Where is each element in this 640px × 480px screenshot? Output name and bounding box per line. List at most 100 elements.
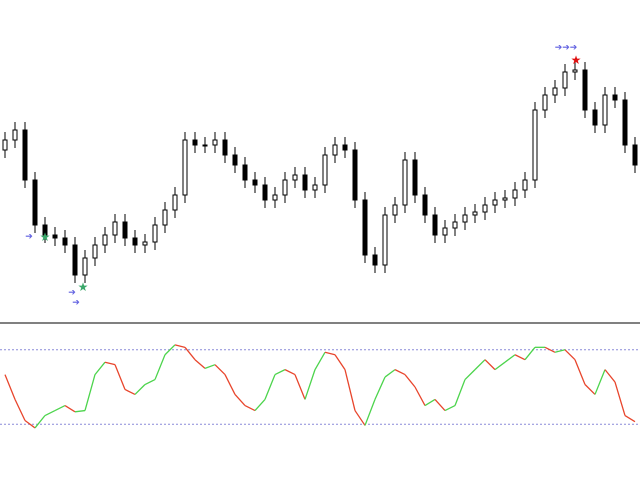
oscillator-segment: [434, 398, 446, 411]
oscillator-segment: [134, 384, 146, 395]
oscillator-segment: [294, 374, 306, 400]
oscillator-segment: [494, 361, 506, 371]
oscillator-segment: [354, 410, 366, 426]
oscillator-segment: [194, 359, 206, 369]
oscillator-segment: [14, 399, 26, 421]
oscillator-segment: [554, 349, 566, 353]
oscillator-segment: [464, 369, 476, 381]
candle-body: [92, 244, 98, 259]
candle-body: [592, 109, 598, 126]
candle-body: [582, 69, 588, 111]
oscillator-segment: [594, 369, 606, 395]
candle-body: [432, 214, 438, 236]
candle-body: [322, 154, 328, 186]
candle-body: [182, 139, 188, 196]
oscillator-segment: [614, 381, 626, 416]
candle-body: [242, 164, 248, 181]
arrow: ➔: [68, 287, 76, 297]
oscillator-segment: [244, 405, 256, 412]
oscillator-segment: [364, 399, 376, 426]
candle-body: [192, 139, 198, 146]
candle-body: [82, 257, 88, 276]
oscillator-segment: [224, 374, 236, 395]
oscillator-segment: [274, 369, 286, 376]
candle-body: [172, 194, 178, 211]
candle-body: [102, 234, 108, 246]
oscillator-segment: [154, 354, 166, 380]
candle-body: [502, 197, 508, 201]
oscillator-segment: [264, 374, 276, 400]
candle-body: [622, 99, 628, 146]
candle-body: [412, 159, 418, 196]
candle-body: [282, 179, 288, 196]
oscillator-segment: [524, 346, 536, 361]
oscillator-segment: [444, 405, 456, 412]
oscillator-segment: [514, 354, 526, 361]
oscillator-segment: [574, 359, 586, 385]
oscillator-segment: [4, 374, 16, 400]
candle-body: [452, 221, 458, 229]
oscillator-segment: [44, 409, 56, 417]
oscillator-segment: [454, 379, 466, 406]
oscillator-segment: [404, 374, 416, 388]
candle-body: [372, 254, 378, 266]
candle-body: [522, 179, 528, 191]
candle-body: [42, 224, 48, 236]
candle-body: [342, 144, 348, 151]
sell-star: ★: [571, 53, 582, 67]
oscillator-segment: [304, 369, 316, 400]
oscillator-segment: [334, 354, 346, 371]
candle-body: [532, 109, 538, 181]
oscillator-segment: [234, 394, 246, 407]
candle-body: [152, 224, 158, 243]
candle-body: [292, 174, 298, 181]
candle-body: [632, 144, 638, 166]
candle-body: [52, 234, 58, 239]
candle-body: [602, 94, 608, 126]
candle-body: [542, 94, 548, 111]
candle-body: [312, 184, 318, 191]
candle-body: [612, 94, 618, 101]
oscillator-segment: [544, 346, 556, 353]
buy-star: ★: [40, 230, 51, 244]
oscillator-segment: [504, 354, 516, 363]
candle-body: [222, 139, 228, 156]
candle-body: [482, 204, 488, 213]
oscillator-segment: [314, 351, 326, 370]
candle-body: [12, 129, 18, 141]
candle-body: [22, 129, 28, 181]
candle-body: [352, 149, 358, 201]
oscillator-segment: [174, 344, 186, 348]
candle-body: [272, 194, 278, 201]
oscillator-segment: [624, 414, 636, 423]
candle-body: [2, 139, 8, 151]
oscillator-segment: [124, 388, 136, 396]
oscillator-segment: [474, 359, 486, 371]
signal-markers: ★ ★ ★ ➔ ➔ ➔ ➔➔➔: [25, 42, 581, 307]
arrow: ➔: [72, 297, 80, 307]
candle-body: [562, 71, 568, 89]
oscillator-segment: [324, 351, 336, 356]
candle-body: [572, 69, 578, 73]
oscillator-segment: [604, 369, 616, 383]
oscillator-segment: [84, 374, 96, 411]
candle-body: [462, 214, 468, 223]
oscillator-segment: [24, 419, 36, 429]
oscillator-segment: [64, 405, 76, 413]
candle-body: [202, 144, 208, 147]
oscillator-segment: [114, 364, 126, 390]
oscillator-segment: [104, 361, 116, 366]
candle-body: [472, 211, 478, 216]
candle-body: [332, 144, 338, 156]
candle-body: [262, 184, 268, 201]
candle-body: [402, 159, 408, 206]
oscillator-segment: [414, 386, 426, 406]
candle-body: [302, 174, 308, 191]
candle-body: [442, 227, 448, 236]
oscillator-segment: [344, 369, 356, 411]
arrow: ➔: [25, 231, 33, 241]
candle-body: [122, 221, 128, 239]
candle-body: [142, 241, 148, 246]
